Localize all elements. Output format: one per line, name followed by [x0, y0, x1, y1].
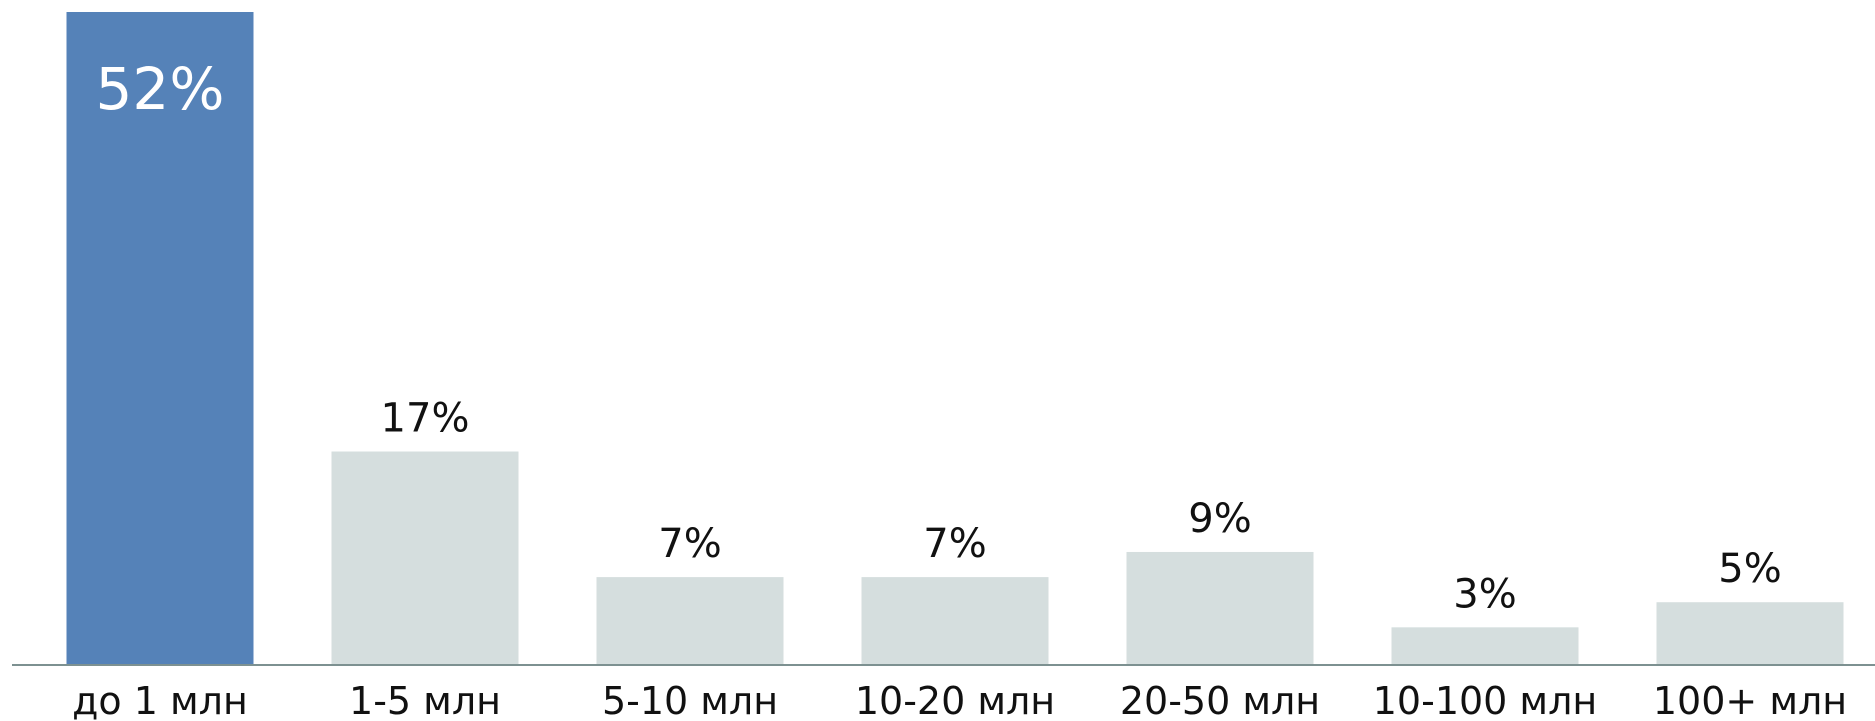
bar-value-label: 3%: [1453, 571, 1516, 617]
bar-value-label: 7%: [658, 521, 721, 567]
bar-3: [596, 577, 784, 665]
bar-2: [331, 451, 519, 665]
category-labels-layer: до 1 млн 1-5 млн 5-10 млн 10-20 млн 20-50 мл…: [72, 679, 1847, 721]
bar-value-label: 52%: [96, 55, 225, 123]
value-labels-layer: 52% 17% 7% 7% 9% 3% 5%: [96, 55, 1782, 617]
x-tick-label: до 1 млн: [72, 679, 248, 721]
x-tick-label: 20-50 млн: [1120, 679, 1320, 721]
x-tick-label: 5-10 млн: [602, 679, 778, 721]
x-tick-label: 1-5 млн: [349, 679, 501, 721]
bar-1: [66, 12, 254, 665]
bar-value-label: 9%: [1188, 496, 1251, 542]
bars-layer: [66, 12, 1844, 665]
bar-value-label: 17%: [381, 396, 470, 442]
x-tick-label: 10-100 млн: [1373, 679, 1597, 721]
x-tick-label: 100+ млн: [1653, 679, 1847, 721]
bar-value-label: 7%: [923, 521, 986, 567]
bar-7: [1656, 602, 1844, 665]
bar-value-label: 5%: [1718, 546, 1781, 592]
bar-4: [861, 577, 1049, 665]
x-tick-label: 10-20 млн: [855, 679, 1055, 721]
bar-5: [1126, 551, 1314, 665]
bar-6: [1391, 627, 1579, 665]
